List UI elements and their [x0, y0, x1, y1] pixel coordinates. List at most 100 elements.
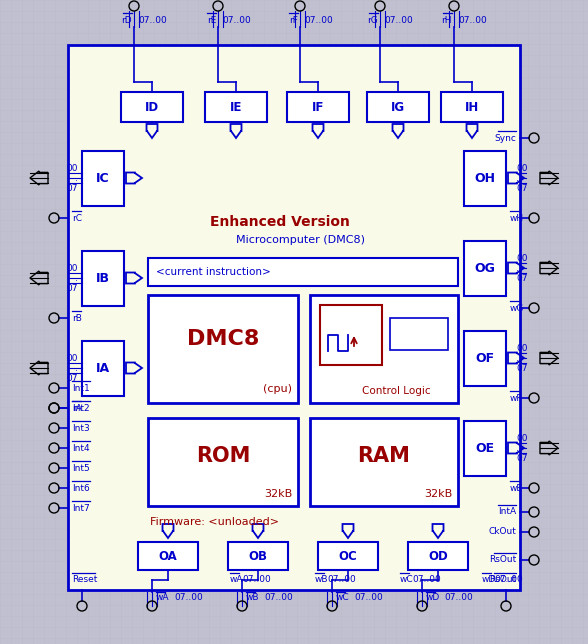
- Text: IE: IE: [230, 100, 242, 113]
- Bar: [464, 241, 506, 296]
- Text: IC: IC: [96, 171, 110, 184]
- Text: OA: OA: [159, 549, 178, 562]
- Text: Control Logic: Control Logic: [362, 386, 430, 396]
- Text: 32kB: 32kB: [264, 489, 292, 499]
- Bar: [464, 151, 506, 206]
- Text: ID: ID: [145, 100, 159, 113]
- Bar: [390, 318, 448, 350]
- Bar: [310, 418, 458, 506]
- Text: 07: 07: [516, 184, 527, 193]
- Text: ROM: ROM: [196, 446, 250, 466]
- Text: rG: rG: [368, 15, 378, 24]
- Text: 07..00: 07..00: [242, 576, 270, 585]
- Text: Int2: Int2: [72, 404, 89, 413]
- Text: wC: wC: [336, 594, 350, 603]
- Bar: [205, 92, 267, 122]
- Text: Int4: Int4: [72, 444, 89, 453]
- Text: .: .: [516, 263, 519, 272]
- Text: IntA: IntA: [498, 507, 516, 516]
- Text: Firmware: <unloaded>: Firmware: <unloaded>: [150, 517, 279, 527]
- Bar: [408, 542, 468, 570]
- Text: OC: OC: [339, 549, 358, 562]
- Text: IG: IG: [391, 100, 405, 113]
- Text: OG: OG: [475, 261, 496, 274]
- Text: 07: 07: [516, 274, 527, 283]
- Text: 07..00: 07..00: [222, 15, 250, 24]
- Bar: [148, 418, 298, 506]
- Bar: [318, 542, 378, 570]
- Text: wD: wD: [482, 576, 496, 585]
- Text: OD: OD: [428, 549, 448, 562]
- Text: wB: wB: [315, 576, 329, 585]
- Bar: [82, 251, 124, 306]
- Text: 07..00: 07..00: [327, 576, 356, 585]
- Bar: [464, 331, 506, 386]
- Text: 07: 07: [66, 283, 78, 292]
- Text: Sync: Sync: [494, 133, 516, 142]
- Text: .: .: [516, 444, 519, 453]
- Text: Int5: Int5: [72, 464, 90, 473]
- Text: 07..00: 07..00: [412, 576, 441, 585]
- Bar: [310, 295, 458, 403]
- Text: Int7: Int7: [72, 504, 90, 513]
- Bar: [287, 92, 349, 122]
- Text: Int1: Int1: [72, 383, 90, 392]
- Text: wE: wE: [510, 484, 523, 493]
- Text: 00: 00: [516, 164, 527, 173]
- Bar: [320, 305, 382, 365]
- Text: 07..00: 07..00: [384, 15, 413, 24]
- Text: 07: 07: [66, 374, 78, 383]
- Text: CkOut: CkOut: [488, 527, 516, 536]
- Bar: [228, 542, 288, 570]
- Bar: [82, 151, 124, 206]
- Text: rD: rD: [121, 15, 132, 24]
- Text: 07: 07: [516, 363, 527, 372]
- Text: OF: OF: [476, 352, 495, 365]
- Text: Reset: Reset: [72, 576, 98, 585]
- Text: .: .: [516, 173, 519, 182]
- Text: 07..00: 07..00: [174, 594, 203, 603]
- Text: wA: wA: [156, 594, 169, 603]
- Text: IF: IF: [312, 100, 324, 113]
- Bar: [148, 295, 298, 403]
- Text: wH: wH: [510, 214, 524, 222]
- Text: wC: wC: [400, 576, 413, 585]
- Text: 07: 07: [516, 453, 527, 462]
- Text: 07..00: 07..00: [138, 15, 167, 24]
- Text: rA: rA: [72, 404, 82, 413]
- Text: RAM: RAM: [358, 446, 410, 466]
- Bar: [68, 45, 520, 590]
- Text: .: .: [516, 354, 519, 363]
- Text: 07..00: 07..00: [354, 594, 383, 603]
- Text: DMC8: DMC8: [187, 329, 259, 349]
- Text: 00: 00: [516, 433, 527, 442]
- Text: 07: 07: [66, 184, 78, 193]
- Text: wG: wG: [510, 303, 524, 312]
- Text: OB: OB: [249, 549, 268, 562]
- Bar: [441, 92, 503, 122]
- Text: .: .: [75, 274, 78, 283]
- Text: 00: 00: [66, 354, 78, 363]
- Text: (cpu): (cpu): [263, 384, 292, 394]
- Text: rE: rE: [206, 15, 216, 24]
- Text: 07..00: 07..00: [264, 594, 293, 603]
- Text: rB: rB: [72, 314, 82, 323]
- Text: wF: wF: [510, 393, 523, 402]
- Text: 00: 00: [66, 164, 78, 173]
- Text: RsOut: RsOut: [489, 576, 516, 585]
- Text: 00: 00: [516, 343, 527, 352]
- Text: <current instruction>: <current instruction>: [156, 267, 270, 277]
- Bar: [121, 92, 183, 122]
- Bar: [148, 258, 458, 286]
- Text: wB: wB: [246, 594, 259, 603]
- Text: .: .: [75, 173, 78, 182]
- Text: OE: OE: [476, 442, 495, 455]
- Text: rC: rC: [72, 214, 82, 222]
- Text: Int6: Int6: [72, 484, 90, 493]
- Bar: [82, 341, 124, 396]
- Text: Microcomputer (DMC8): Microcomputer (DMC8): [236, 235, 365, 245]
- Text: 07..00: 07..00: [494, 576, 523, 585]
- Text: wD: wD: [426, 594, 440, 603]
- Text: OH: OH: [475, 171, 496, 184]
- Text: 07..00: 07..00: [304, 15, 333, 24]
